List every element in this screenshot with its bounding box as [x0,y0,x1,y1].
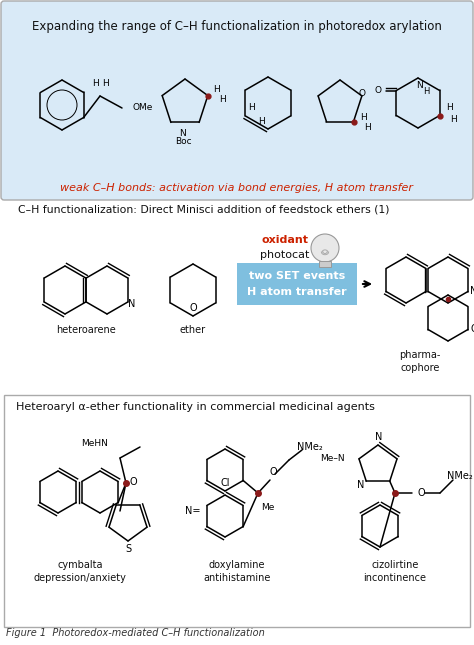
Text: MeHN: MeHN [81,439,108,448]
Text: ether: ether [180,325,206,335]
Text: O: O [189,303,197,313]
Text: Me: Me [261,504,275,513]
FancyBboxPatch shape [4,395,470,627]
Text: H: H [423,88,429,97]
Text: doxylamine
antihistamine: doxylamine antihistamine [203,560,271,583]
Text: H: H [360,113,367,122]
Text: Heteroaryl α-ether functionality in commercial medicinal agents: Heteroaryl α-ether functionality in comm… [16,402,375,412]
Bar [319,261,331,267]
Text: O: O [418,488,426,498]
Text: cizolirtine
incontinence: cizolirtine incontinence [364,560,427,583]
FancyBboxPatch shape [237,263,357,305]
Text: heteroarene: heteroarene [56,325,116,335]
Text: Figure 1  Photoredox-mediated C–H functionalization: Figure 1 Photoredox-mediated C–H functio… [6,628,265,638]
Text: Expanding the range of C–H functionalization in photoredox arylation: Expanding the range of C–H functionaliza… [32,20,442,33]
Text: N: N [417,81,423,90]
Text: NMe₂: NMe₂ [447,471,473,481]
Text: O: O [470,324,474,335]
Text: oxidant: oxidant [262,235,309,245]
Text: H: H [219,95,226,104]
Text: N: N [356,480,364,490]
Text: pharma-
cophore: pharma- cophore [399,350,441,373]
Text: H: H [213,85,220,94]
Text: Me–N: Me–N [320,454,345,463]
Text: H: H [364,123,371,132]
Text: H atom transfer: H atom transfer [247,287,347,297]
Text: N: N [375,432,383,442]
Text: O: O [375,86,382,95]
Text: NMe₂: NMe₂ [297,442,323,452]
Text: O: O [129,477,137,487]
Text: S: S [125,544,131,554]
Text: weak C–H bonds: activation via bond energies, H atom transfer: weak C–H bonds: activation via bond ener… [61,183,413,193]
Text: N: N [128,299,136,309]
Text: Cl: Cl [220,478,230,488]
Text: Boc: Boc [175,137,191,146]
Text: N=: N= [185,506,201,517]
Text: N: N [180,128,186,137]
Text: cymbalta
depression/anxiety: cymbalta depression/anxiety [34,560,127,583]
Text: H: H [259,117,265,126]
Text: C–H functionalization: Direct Minisci addition of feedstock ethers (1): C–H functionalization: Direct Minisci ad… [18,205,390,215]
FancyBboxPatch shape [1,1,473,200]
Text: O: O [358,90,365,99]
Text: OMe: OMe [133,103,154,112]
Text: N: N [470,286,474,297]
Text: two SET events: two SET events [249,271,345,281]
Circle shape [311,234,339,262]
Text: H: H [103,79,109,88]
Text: H: H [248,103,255,112]
Text: H: H [447,103,453,112]
Text: H: H [450,115,457,124]
Text: photocat: photocat [260,250,310,260]
Text: H: H [92,79,100,88]
Text: O: O [269,467,277,477]
